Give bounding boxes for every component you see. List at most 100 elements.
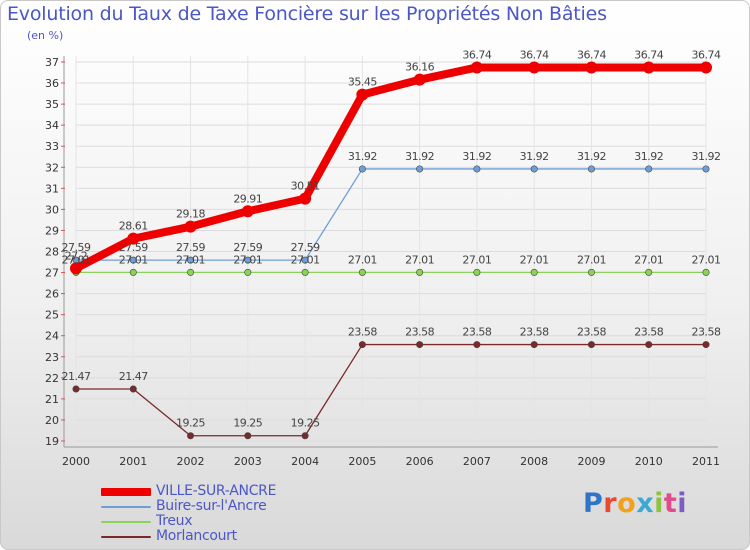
data-point	[301, 432, 309, 440]
data-label: 23.58	[692, 326, 721, 339]
y-tick-label: 35	[45, 98, 59, 111]
data-point	[187, 432, 195, 440]
data-point	[70, 262, 82, 275]
series-line-3	[75, 343, 707, 437]
data-label: 31.92	[348, 150, 377, 163]
data-point	[127, 232, 140, 245]
data-label: 31.92	[634, 150, 663, 163]
data-point	[301, 256, 309, 264]
y-tick-label: 22	[45, 372, 59, 385]
data-label: 27.01	[62, 253, 91, 266]
logo-letter: i	[677, 488, 688, 519]
y-tick-label: 32	[45, 161, 59, 174]
data-point	[530, 341, 538, 349]
data-point	[473, 341, 481, 349]
x-tick-label: 2009	[577, 455, 605, 468]
x-tick-label: 2006	[406, 455, 434, 468]
data-label: 21.47	[119, 370, 148, 383]
data-label: 27.01	[233, 253, 262, 266]
series-line-0	[72, 63, 710, 273]
x-tick-label: 2010	[635, 455, 663, 468]
logo-letter: P	[583, 488, 604, 519]
data-label: 27.59	[62, 241, 91, 254]
data-label: 29.18	[176, 208, 205, 221]
chart-title: Evolution du Taux de Taxe Foncière sur l…	[7, 3, 607, 25]
data-label: 19.25	[233, 417, 262, 430]
y-tick-label: 33	[45, 140, 59, 153]
data-point	[700, 61, 712, 74]
x-tick-label: 2005	[348, 455, 376, 468]
legend-label-ville-sur-ancre: VILLE-SUR-ANCRE	[156, 483, 277, 499]
x-tick-label: 2002	[177, 455, 205, 468]
series-line-1	[75, 168, 707, 261]
data-point	[473, 268, 481, 276]
x-tick-label: 2008	[520, 455, 548, 468]
data-label: 27.01	[634, 253, 663, 266]
x-tick-label: 2001	[119, 455, 147, 468]
data-label: 36.16	[405, 61, 434, 74]
data-label: 23.58	[634, 326, 663, 339]
data-label: 27.59	[233, 241, 262, 254]
data-point	[244, 256, 252, 264]
data-label: 35.45	[348, 76, 377, 89]
y-tick-label: 20	[45, 414, 59, 427]
data-label: 30.51	[291, 180, 320, 193]
y-tick-label: 30	[45, 203, 59, 216]
data-point	[358, 268, 366, 276]
x-tick-label: 2000	[62, 455, 90, 468]
legend-label-morlancourt: Morlancourt	[156, 528, 237, 544]
y-tick-label: 37	[45, 56, 59, 69]
data-label: 19.25	[291, 417, 320, 430]
data-label: 27.01	[405, 253, 434, 266]
data-point	[645, 268, 653, 276]
data-label: 31.92	[692, 150, 721, 163]
data-label: 27.01	[577, 253, 606, 266]
data-label: 31.92	[520, 150, 549, 163]
y-tick-label: 29	[45, 224, 59, 237]
data-label: 23.58	[577, 326, 606, 339]
x-tick-label: 2007	[463, 455, 491, 468]
data-label: 31.92	[405, 150, 434, 163]
data-label: 36.74	[577, 48, 606, 61]
data-label: 27.01	[462, 253, 491, 266]
data-point	[413, 73, 426, 86]
y-tick-label: 24	[45, 330, 59, 343]
data-point	[645, 341, 653, 349]
data-label: 21.47	[62, 370, 91, 383]
data-point	[356, 88, 369, 101]
data-label: 23.58	[405, 326, 434, 339]
data-label: 27.01	[176, 253, 205, 266]
y-tick-label: 34	[45, 119, 59, 132]
data-point	[299, 192, 312, 205]
legend-label-buire-sur-l-ancre: Buire-sur-l'Ancre	[156, 498, 267, 514]
data-point	[129, 256, 137, 264]
data-point	[129, 385, 137, 393]
data-label: 36.74	[692, 48, 721, 61]
data-label: 31.92	[577, 150, 606, 163]
logo-letter: t	[663, 488, 678, 519]
logo-letter: x	[636, 488, 655, 519]
data-point	[645, 165, 653, 173]
legend-swatch-treux	[101, 521, 151, 523]
y-tick-label: 26	[45, 288, 59, 301]
data-label: 27.01	[119, 253, 148, 266]
x-tick-label: 2011	[692, 455, 720, 468]
data-label: 27.01	[692, 253, 721, 266]
x-tick-label: 2004	[291, 455, 319, 468]
y-tick-label: 36	[45, 77, 59, 90]
chart-subtitle: (en %)	[27, 29, 64, 42]
data-point	[473, 165, 481, 173]
data-label: 36.74	[462, 48, 491, 61]
data-point	[530, 165, 538, 173]
data-point	[587, 165, 595, 173]
data-point	[301, 268, 309, 276]
data-point	[187, 268, 195, 276]
data-point	[244, 268, 252, 276]
proxiti-logo[interactable]: Proxiti	[583, 488, 687, 519]
legend-swatch-ville-sur-ancre	[101, 488, 151, 496]
y-tick-label: 31	[45, 182, 59, 195]
data-point	[184, 220, 197, 233]
data-label: 27.01	[348, 253, 377, 266]
